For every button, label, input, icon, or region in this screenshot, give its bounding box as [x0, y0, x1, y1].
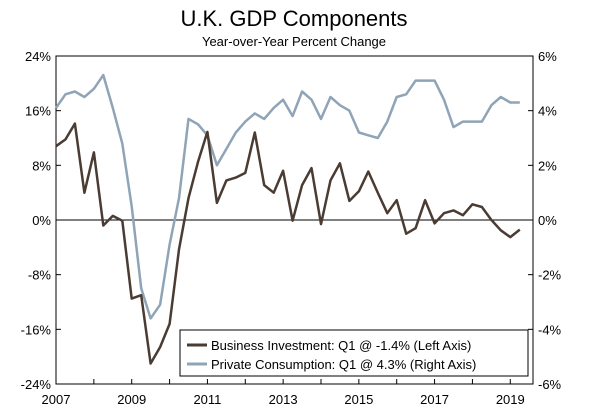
right-axis: 6% 4% 2% 0% -2% -4% -6%: [528, 49, 562, 392]
left-tick-label: -16%: [21, 322, 52, 337]
left-tick-label: 8%: [32, 158, 51, 173]
right-tick-label: -2%: [538, 268, 562, 283]
x-tick-label: 2009: [117, 392, 146, 407]
x-tick-label: 2011: [193, 392, 221, 407]
right-tick-label: -6%: [538, 377, 562, 392]
left-tick-label: -24%: [21, 377, 52, 392]
left-tick-label: 16%: [25, 104, 51, 119]
x-tick-label: 2017: [420, 392, 449, 407]
x-tick-label: 2019: [496, 392, 525, 407]
right-tick-label: 4%: [538, 104, 557, 119]
right-tick-label: 6%: [538, 49, 557, 64]
series-line-business-investment: [55, 122, 521, 365]
left-tick-label: 0%: [32, 213, 51, 228]
chart-title: U.K. GDP Components: [180, 6, 407, 31]
legend-label-private-consumption: Private Consumption: Q1 @ 4.3% (Right Ax…: [211, 357, 476, 372]
left-tick-label: 24%: [25, 49, 51, 64]
legend-box: [179, 329, 529, 377]
x-tick-label: 2013: [269, 392, 298, 407]
right-tick-label: 2%: [538, 158, 557, 173]
left-tick-label: -8%: [28, 268, 52, 283]
legend-label-business-investment: Business Investment: Q1 @ -1.4% (Left Ax…: [211, 338, 471, 353]
left-axis: 24% 16% 8% 0% -8% -16% -24%: [21, 49, 61, 392]
x-tick-label: 2015: [344, 392, 373, 407]
chart-subtitle: Year-over-Year Percent Change: [202, 34, 386, 49]
right-tick-label: 0%: [538, 213, 557, 228]
series-line-private-consumption: [54, 73, 520, 320]
x-tick-label: 2007: [42, 392, 71, 407]
right-tick-label: -4%: [538, 322, 562, 337]
legend: Business Investment: Q1 @ -1.4% (Left Ax…: [179, 329, 529, 377]
x-axis: 2007 2009 2011 2013 2015 2017 2019: [42, 379, 525, 407]
